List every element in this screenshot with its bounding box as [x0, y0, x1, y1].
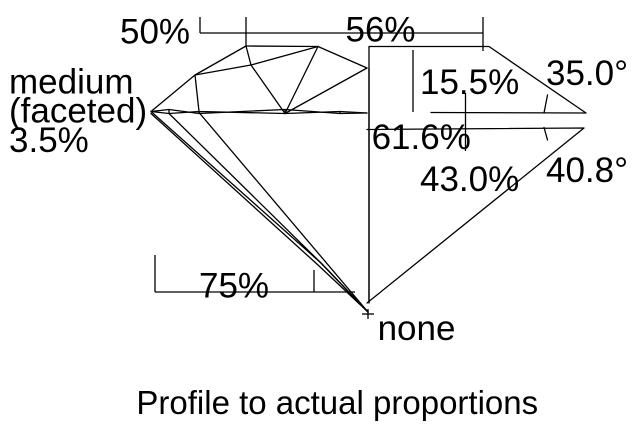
svg-text:15.5%: 15.5%: [420, 63, 519, 102]
svg-text:3.5%: 3.5%: [9, 121, 89, 160]
svg-text:56%: 56%: [346, 11, 416, 50]
svg-text:Profile to actual proportions: Profile to actual proportions: [136, 384, 538, 421]
svg-text:40.8°: 40.8°: [546, 151, 628, 190]
svg-text:50%: 50%: [120, 13, 190, 52]
svg-text:75%: 75%: [199, 267, 269, 306]
svg-text:43.0%: 43.0%: [420, 160, 519, 199]
svg-text:none: none: [378, 309, 456, 348]
svg-text:61.6%: 61.6%: [372, 118, 471, 157]
svg-text:35.0°: 35.0°: [546, 54, 628, 93]
